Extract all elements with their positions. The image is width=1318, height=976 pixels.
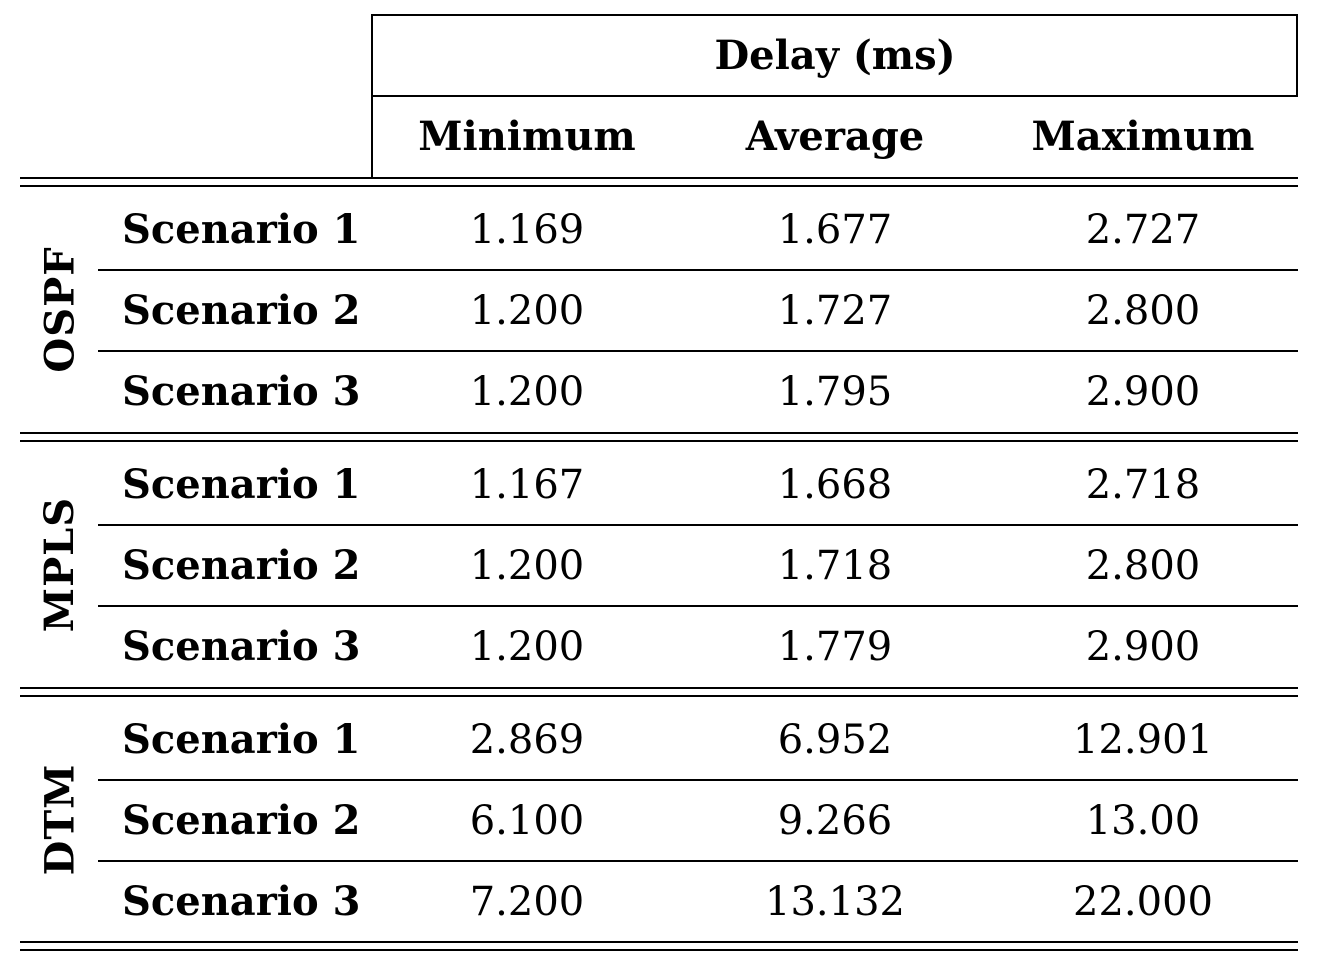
super-header: Delay (ms)	[714, 32, 956, 79]
cell-maximum: 13.00	[1085, 798, 1201, 844]
cell-maximum: 2.727	[1085, 207, 1201, 253]
row-label: Scenario 3	[122, 623, 361, 670]
cell-average: 1.668	[777, 462, 893, 508]
header-right-rule	[1296, 14, 1298, 96]
cell-average: 6.952	[777, 717, 893, 763]
bottom-double-rule-bottom	[20, 949, 1298, 951]
row-label: Scenario 2	[122, 542, 361, 589]
row-rule	[98, 524, 1298, 526]
column-header-minimum: Minimum	[418, 113, 636, 160]
cell-maximum: 2.800	[1085, 543, 1201, 589]
cell-minimum: 1.167	[469, 462, 585, 508]
cell-minimum: 2.869	[469, 717, 585, 763]
cell-average: 1.677	[777, 207, 893, 253]
group-label-mpls-text: MPLS	[36, 496, 84, 633]
cell-maximum: 2.718	[1085, 462, 1201, 508]
super-header-rule	[372, 95, 1298, 97]
row-rule	[98, 269, 1298, 271]
cell-minimum: 1.200	[469, 624, 585, 670]
group-double-rule-top	[20, 687, 1298, 689]
row-label: Scenario 2	[122, 797, 361, 844]
cell-minimum: 1.200	[469, 543, 585, 589]
row-label: Scenario 1	[122, 461, 361, 508]
cell-maximum: 2.800	[1085, 288, 1201, 334]
header-double-rule-bottom	[20, 185, 1298, 187]
group-double-rule-bottom	[20, 695, 1298, 697]
group-double-rule-top	[20, 432, 1298, 434]
cell-maximum: 2.900	[1085, 369, 1201, 415]
cell-minimum: 1.200	[469, 288, 585, 334]
cell-average: 1.718	[777, 543, 893, 589]
bottom-double-rule-top	[20, 941, 1298, 943]
column-header-maximum: Maximum	[1031, 113, 1255, 160]
group-label-ospf-text: OSPF	[36, 246, 84, 373]
row-rule	[98, 860, 1298, 862]
cell-minimum: 1.200	[469, 369, 585, 415]
row-label: Scenario 3	[122, 878, 361, 925]
cell-maximum: 2.900	[1085, 624, 1201, 670]
group-label-dtm: DTM	[30, 697, 90, 942]
row-rule	[98, 350, 1298, 352]
cell-maximum: 22.000	[1073, 879, 1213, 925]
group-label-mpls: MPLS	[30, 442, 90, 687]
cell-minimum: 1.169	[469, 207, 585, 253]
cell-maximum: 12.901	[1073, 717, 1213, 763]
column-header-average: Average	[745, 113, 925, 160]
cell-minimum: 6.100	[469, 798, 585, 844]
row-label: Scenario 3	[122, 368, 361, 415]
row-label: Scenario 1	[122, 716, 361, 763]
cell-minimum: 7.200	[469, 879, 585, 925]
cell-average: 1.779	[777, 624, 893, 670]
cell-average: 1.795	[777, 369, 893, 415]
group-label-dtm-text: DTM	[36, 763, 84, 876]
row-label: Scenario 1	[122, 206, 361, 253]
row-rule	[98, 779, 1298, 781]
header-top-rule	[372, 14, 1298, 16]
cell-average: 13.132	[765, 879, 905, 925]
group-double-rule-bottom	[20, 440, 1298, 442]
cell-average: 9.266	[777, 798, 893, 844]
cell-average: 1.727	[777, 288, 893, 334]
group-label-ospf: OSPF	[30, 187, 90, 432]
header-double-rule-top	[20, 177, 1298, 179]
row-rule	[98, 605, 1298, 607]
row-label: Scenario 2	[122, 287, 361, 334]
